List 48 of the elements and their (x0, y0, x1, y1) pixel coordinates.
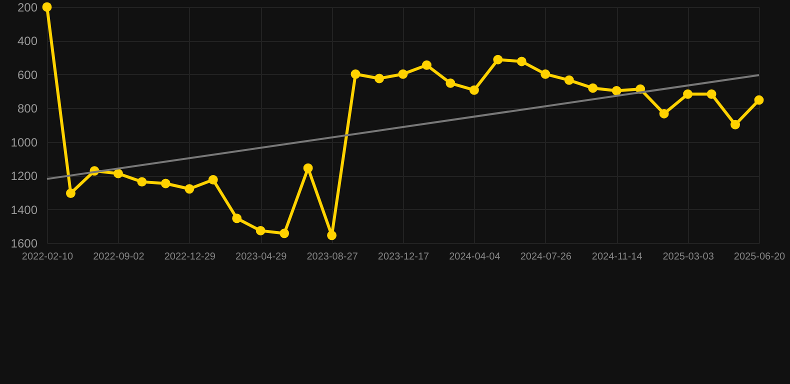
point (612, 86, 622, 96)
point (350, 69, 360, 79)
point (540, 69, 550, 79)
point (303, 163, 313, 173)
y-tick-label: 1200 (10, 169, 38, 184)
y-tick-label: 200 (17, 0, 38, 14)
point (256, 226, 266, 236)
point (754, 95, 764, 105)
x-tick-label: 2024-07-26 (520, 252, 572, 262)
x-tick-label: 2024-11-14 (592, 252, 643, 262)
x-tick-label: 2025-06-20 (734, 252, 786, 262)
point (398, 69, 408, 79)
point (683, 89, 693, 99)
point (730, 120, 740, 130)
y-tick-label: 800 (17, 102, 38, 116)
point (113, 168, 123, 178)
x-tick-label: 2024-04-04 (449, 252, 501, 262)
point (422, 60, 432, 70)
y-tick-label: 1000 (10, 135, 38, 150)
point (280, 228, 290, 238)
x-tick-label: 2023-12-17 (378, 252, 430, 262)
x-tick-label: 2023-04-29 (236, 252, 288, 262)
x-tick-label: 2023-08-27 (306, 252, 358, 262)
point (327, 230, 337, 240)
point (66, 188, 76, 198)
point (42, 2, 52, 12)
point (137, 177, 147, 187)
point (446, 78, 456, 88)
point (516, 56, 526, 66)
y-tick-label: 1400 (10, 202, 38, 217)
x-tick-label: 2022-09-02 (93, 252, 145, 262)
point (160, 178, 170, 188)
point (564, 75, 574, 85)
point (184, 184, 194, 194)
x-tick-label: 2022-12-29 (164, 252, 216, 262)
x-tick-label: 2022-02-10 (22, 252, 74, 262)
point (469, 85, 479, 95)
point (493, 54, 503, 64)
y-tick-label: 1600 (10, 236, 38, 250)
point (706, 89, 716, 99)
point (232, 214, 242, 224)
y-tick-label: 400 (17, 34, 38, 48)
x-tick-label: 2025-03-03 (662, 252, 714, 262)
point (588, 83, 598, 93)
point (374, 74, 384, 84)
point (208, 175, 218, 185)
point (659, 108, 669, 118)
y-tick-label: 600 (17, 68, 38, 82)
